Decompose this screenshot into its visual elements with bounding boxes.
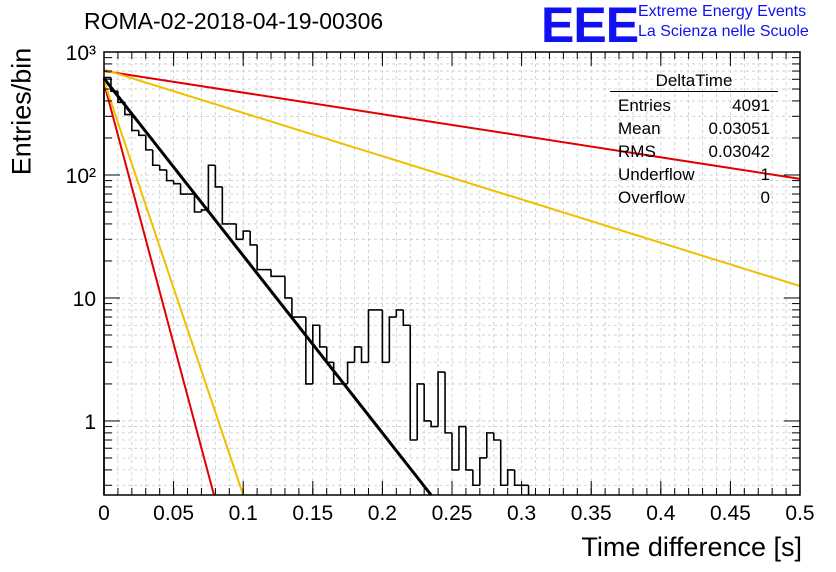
histogram-bin: [395, 309, 404, 318]
eee-logo: EEE: [541, 0, 639, 53]
y-tick-label: 1: [84, 411, 96, 434]
histogram-bin: [416, 383, 425, 441]
stats-value: 4091: [732, 96, 770, 115]
histogram-bin: [256, 244, 265, 271]
x-tick-label: 0.25: [432, 502, 473, 525]
histogram-bin: [165, 169, 174, 182]
logo-caption-line1: Extreme Energy Events: [638, 3, 807, 20]
stats-row-mean: Mean 0.03051: [610, 117, 778, 140]
x-tick-label: 0.15: [292, 502, 333, 525]
stats-row-rms: RMS 0.03042: [610, 140, 778, 163]
histogram-bin: [458, 425, 466, 470]
chart-title: ROMA-02-2018-04-19-00306: [84, 8, 384, 34]
stats-title: DeltaTime: [610, 70, 778, 92]
histogram-bin: [430, 420, 439, 428]
histogram-bin: [158, 165, 167, 171]
x-tick-label: 0.1: [229, 502, 258, 525]
histogram-bin: [242, 230, 251, 240]
histogram-bin: [207, 164, 216, 210]
x-tick-label: 0.45: [710, 502, 751, 525]
histogram-bin: [312, 324, 320, 384]
histogram-bin: [486, 432, 494, 458]
stats-value: 1: [760, 165, 770, 184]
stats-label: Mean: [618, 119, 661, 138]
series-line-yellow-steep: [103, 80, 245, 496]
stats-value: 0.03051: [708, 119, 770, 138]
histogram-bin: [465, 426, 473, 471]
histogram-bin: [437, 371, 446, 427]
stats-row-overflow: Overflow 0: [610, 186, 778, 209]
histogram-bin: [367, 309, 376, 363]
histogram-bin: [131, 114, 139, 132]
x-tick-label: 0.5: [785, 502, 814, 525]
y-tick-label: 10³: [66, 42, 96, 65]
x-tick-label: 0.4: [646, 502, 676, 525]
histogram-bin: [291, 297, 299, 318]
stats-value: 0: [760, 188, 770, 207]
histogram-bin: [144, 135, 153, 151]
histogram-bin: [451, 432, 459, 471]
stats-label: RMS: [618, 142, 656, 161]
histogram-bin: [151, 149, 160, 167]
histogram-bin: [402, 309, 411, 327]
histogram-bin: [221, 186, 230, 225]
histogram-bin: [346, 361, 355, 384]
histogram-bin: [353, 346, 362, 363]
histogram-bin: [479, 457, 487, 486]
x-tick-label: 0: [98, 502, 110, 525]
y-axis-label: Entries/bin: [6, 47, 37, 176]
x-tick-label: 0.2: [368, 502, 397, 525]
histogram-bin: [318, 325, 327, 348]
histogram-bin: [444, 372, 452, 434]
stats-row-entries: Entries 4091: [610, 94, 778, 117]
logo-caption: Extreme Energy Events La Scienza nelle S…: [638, 2, 809, 42]
series-line-fit: [102, 77, 433, 496]
histogram-bin: [381, 309, 390, 364]
histogram-bin: [172, 180, 181, 185]
stats-label: Underflow: [618, 165, 695, 184]
series-line-yellow-shallow: [103, 68, 801, 288]
histogram-bin: [499, 440, 508, 487]
histogram-bin: [472, 469, 480, 487]
x-axis-label: Time difference [s]: [581, 532, 802, 562]
x-tick-label: 0.35: [571, 502, 612, 525]
series-line-red-shallow: [103, 70, 801, 180]
stats-label: Overflow: [618, 188, 686, 207]
histogram-bin: [179, 183, 188, 195]
histogram-bin: [388, 316, 397, 363]
histogram-bin: [284, 276, 292, 299]
stats-label: Entries: [618, 96, 671, 115]
histogram-bin: [325, 346, 334, 364]
histogram-bin: [492, 432, 501, 441]
histogram-bin: [138, 130, 146, 137]
histogram-bin: [513, 469, 522, 487]
histogram-bin: [305, 317, 313, 385]
histogram-bin: [235, 223, 244, 241]
y-tick-label: 10: [73, 288, 96, 311]
histogram-bin: [214, 165, 223, 188]
series-line-red-steep: [103, 82, 215, 496]
stats-row-underflow: Underflow 1: [610, 163, 778, 186]
histogram-bin: [360, 346, 369, 364]
histogram-bin: [270, 269, 278, 278]
histogram-bin: [423, 383, 432, 422]
x-tick-label: 0.3: [507, 502, 536, 525]
histogram-bin: [249, 231, 258, 246]
stats-box: DeltaTime Entries 4091 Mean 0.03051 RMS …: [610, 70, 778, 209]
histogram-bin: [193, 194, 202, 213]
stats-value: 0.03042: [708, 142, 770, 161]
y-tick-label: 10²: [66, 165, 96, 188]
x-tick-label: 0.05: [153, 502, 194, 525]
histogram-bin: [506, 469, 515, 486]
histogram-bin: [409, 325, 418, 441]
logo-caption-line2: La Scienza nelle Scuole: [638, 23, 809, 40]
